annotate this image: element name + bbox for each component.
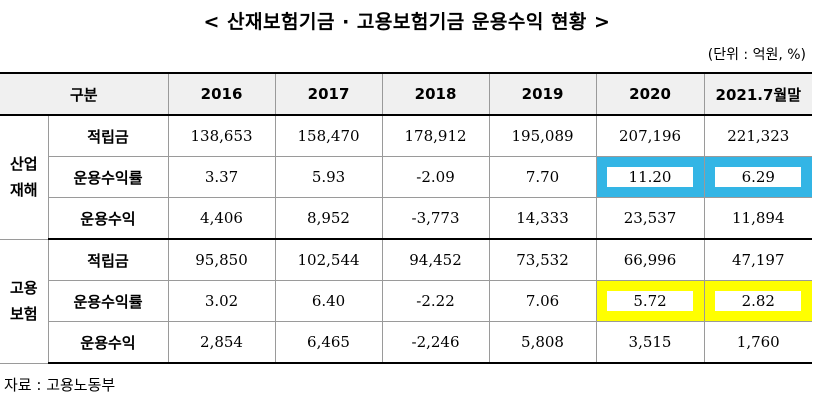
table-cell: 1,760 xyxy=(703,321,813,364)
row-label: 적립금 xyxy=(47,238,169,281)
table-cell: 7.70 xyxy=(488,156,597,198)
table-cell: 2,854 xyxy=(167,321,276,364)
table-cell: 95,850 xyxy=(167,238,276,281)
page-title: < 산재보험기금 · 고용보험기금 운용수익 현황 > xyxy=(203,11,611,33)
header-year: 2020 xyxy=(595,72,705,116)
table-cell: 8,952 xyxy=(274,197,383,240)
returns-table: 구분 2016 2017 2018 2019 2020 2021.7월말 산업 재… xyxy=(0,72,813,364)
table-cell: 6,465 xyxy=(274,321,383,364)
table-cell: 5,808 xyxy=(488,321,597,364)
table-cell: 158,470 xyxy=(274,114,383,157)
row-label: 운용수익 xyxy=(47,197,169,240)
group-label-employment: 고용 보험 xyxy=(0,238,49,364)
highlighted-cell: 11.20 xyxy=(595,156,705,198)
group-label-industrial: 산업 재해 xyxy=(0,114,49,240)
table-cell: -3,773 xyxy=(381,197,490,240)
table-cell: -2,246 xyxy=(381,321,490,364)
row-label: 운용수익률 xyxy=(47,156,169,198)
table-cell: 73,532 xyxy=(488,238,597,281)
highlighted-value: 2.82 xyxy=(715,291,802,311)
header-year: 2018 xyxy=(381,72,490,116)
table-cell: 6.40 xyxy=(274,280,383,322)
table-cell: 207,196 xyxy=(595,114,705,157)
table-row: 산업 재해 적립금 138,653 158,470 178,912 195,089… xyxy=(0,114,813,240)
table-cell: 221,323 xyxy=(703,114,813,157)
table-row: 운용수익률 3.02 6.40 -2.22 7.06 5.72 2.82 xyxy=(0,280,813,322)
table-cell: 47,197 xyxy=(703,238,813,281)
highlighted-value: 5.72 xyxy=(607,291,694,311)
highlighted-cell: 5.72 xyxy=(595,280,705,322)
header-year: 2019 xyxy=(488,72,597,116)
table-cell: 138,653 xyxy=(167,114,276,157)
table-cell: 3.02 xyxy=(167,280,276,322)
header-year: 2016 xyxy=(167,72,276,116)
table-cell: 5.93 xyxy=(274,156,383,198)
header-category: 구분 xyxy=(0,72,169,116)
table-cell: 11,894 xyxy=(703,197,813,240)
table-cell: -2.22 xyxy=(381,280,490,322)
source-note: 자료 : 고용노동부 xyxy=(4,376,116,394)
header-year: 2017 xyxy=(274,72,383,116)
table-cell: 3,515 xyxy=(595,321,705,364)
table-cell: 14,333 xyxy=(488,197,597,240)
table-row: 운용수익 2,854 6,465 -2,246 5,808 3,515 1,76… xyxy=(0,321,813,364)
table-row: 고용 보험 적립금 95,850 102,544 94,452 73,532 66… xyxy=(0,238,813,364)
row-label: 운용수익 xyxy=(47,321,169,364)
table-cell: 195,089 xyxy=(488,114,597,157)
table-cell: -2.09 xyxy=(381,156,490,198)
highlighted-value: 11.20 xyxy=(607,167,694,187)
table-cell: 66,996 xyxy=(595,238,705,281)
table-row: 운용수익 4,406 8,952 -3,773 14,333 23,537 11… xyxy=(0,197,813,240)
table-cell: 23,537 xyxy=(595,197,705,240)
highlighted-value: 6.29 xyxy=(715,167,802,187)
table-cell: 3.37 xyxy=(167,156,276,198)
row-label: 적립금 xyxy=(47,114,169,157)
table-cell: 94,452 xyxy=(381,238,490,281)
row-label: 운용수익률 xyxy=(47,280,169,322)
header-row: 구분 2016 2017 2018 2019 2020 2021.7월말 xyxy=(0,72,813,116)
highlighted-cell: 2.82 xyxy=(703,280,813,322)
highlighted-cell: 6.29 xyxy=(703,156,813,198)
table-cell: 4,406 xyxy=(167,197,276,240)
table-cell: 7.06 xyxy=(488,280,597,322)
header-year: 2021.7월말 xyxy=(703,72,813,116)
table-cell: 178,912 xyxy=(381,114,490,157)
table-cell: 102,544 xyxy=(274,238,383,281)
table-row: 운용수익률 3.37 5.93 -2.09 7.70 11.20 6.29 xyxy=(0,156,813,198)
unit-note: (단위 : 억원, %) xyxy=(707,47,806,63)
